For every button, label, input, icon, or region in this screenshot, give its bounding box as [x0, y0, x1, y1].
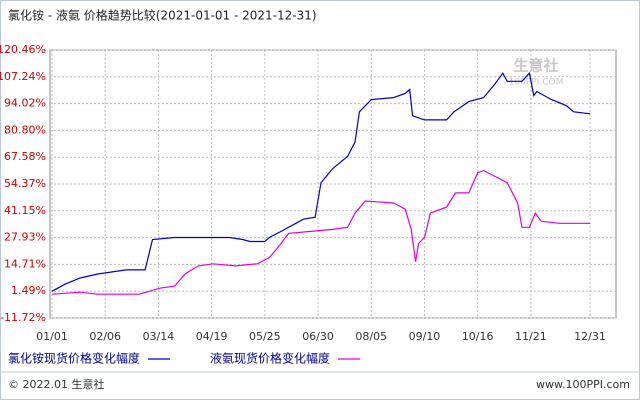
y-tick-label: 27.93%	[4, 231, 46, 244]
y-tick-label: 80.80%	[4, 123, 46, 136]
x-tick-label: 03/14	[143, 330, 175, 343]
x-tick-label: 04/19	[196, 330, 228, 343]
series-line	[51, 169, 590, 295]
chart-title: 氯化铵 - 液氨 价格趋势比较(2021-01-01 - 2021-12-31)	[8, 8, 317, 23]
x-tick-label: 12/31	[574, 330, 606, 343]
y-tick-label: 41.15%	[4, 204, 46, 217]
y-tick-label: 94.02%	[4, 97, 46, 110]
y-tick-label: 107.24%	[0, 70, 46, 83]
y-tick-label: 1.49%	[11, 284, 46, 297]
y-tick-label: -11.72%	[0, 311, 46, 324]
x-tick-label: 01/01	[36, 330, 68, 343]
x-tick-label: 06/30	[302, 330, 334, 343]
y-tick-label: 54.37%	[4, 177, 46, 190]
y-tick-label: 14.71%	[4, 257, 46, 270]
watermark: 100PPI.COM	[509, 78, 564, 88]
x-tick-label: 09/10	[409, 330, 441, 343]
x-tick-label: 11/21	[515, 330, 547, 343]
y-tick-label: 67.58%	[4, 150, 46, 163]
y-tick-label: 120.46%	[0, 43, 46, 56]
series-line	[51, 71, 591, 292]
x-tick-label: 05/25	[249, 330, 281, 343]
plot-area	[49, 49, 617, 319]
watermark: 生意社	[513, 57, 558, 75]
x-tick-label: 10/16	[462, 330, 494, 343]
legend-label: 液氨现货价格变化幅度	[210, 351, 330, 366]
footer-right: www.100PPI.com	[536, 378, 630, 391]
footer-left: © 2022.01 生意社	[8, 377, 104, 391]
x-tick-label: 02/06	[89, 330, 121, 343]
x-tick-label: 08/05	[355, 330, 387, 343]
legend-label: 氯化铵现货价格变化幅度	[8, 351, 140, 366]
